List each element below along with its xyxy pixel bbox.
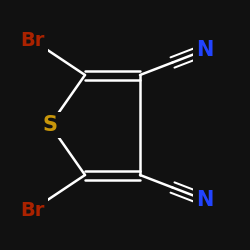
Text: S: S <box>42 115 58 135</box>
Text: N: N <box>196 40 214 60</box>
Text: Br: Br <box>20 200 45 220</box>
Text: Br: Br <box>20 30 45 50</box>
Text: N: N <box>196 190 214 210</box>
